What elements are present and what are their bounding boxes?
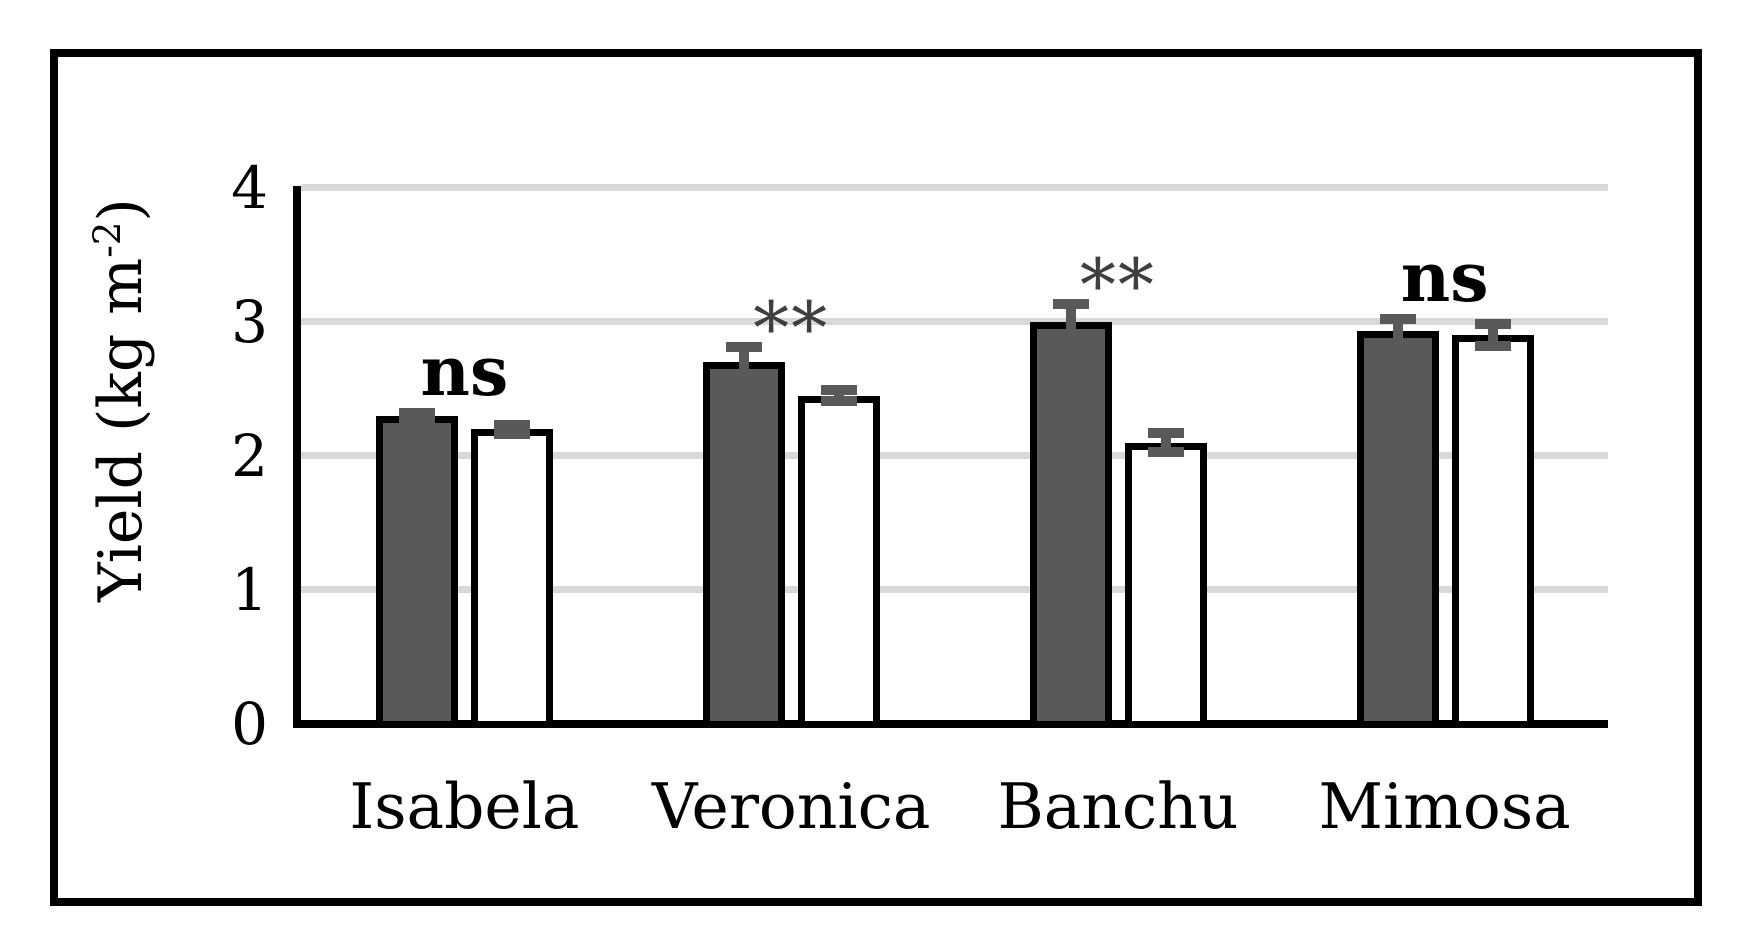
dark-bar-banchu bbox=[1030, 322, 1112, 728]
y-tick-label-0: 0 bbox=[231, 690, 268, 758]
white-error-cap-bottom-isabela bbox=[494, 429, 530, 439]
significance-label-banchu: ** bbox=[1079, 243, 1156, 327]
x-axis-label-veronica: Veronica bbox=[651, 770, 931, 843]
dark-error-stem-veronica bbox=[739, 342, 749, 382]
white-error-cap-bottom-veronica bbox=[821, 396, 857, 406]
x-axis-line bbox=[293, 720, 1608, 728]
dark-error-cap-top-mimosa bbox=[1380, 314, 1416, 324]
white-error-cap-bottom-mimosa bbox=[1475, 341, 1511, 351]
x-axis-label-mimosa: Mimosa bbox=[1318, 770, 1571, 843]
gridline-y1 bbox=[301, 586, 1608, 593]
significance-label-isabela: ns bbox=[420, 332, 509, 412]
dark-bar-mimosa bbox=[1357, 331, 1439, 728]
gridline-y2 bbox=[301, 452, 1608, 459]
dark-error-stem-mimosa bbox=[1393, 314, 1403, 349]
y-tick-label-2: 2 bbox=[231, 422, 268, 490]
dark-error-cap-top-isabela bbox=[399, 408, 435, 418]
dark-error-cap-top-veronica bbox=[726, 342, 762, 352]
y-tick-label-1: 1 bbox=[231, 556, 268, 624]
y-axis-line bbox=[293, 186, 301, 728]
white-error-cap-top-veronica bbox=[821, 385, 857, 395]
dark-error-cap-top-banchu bbox=[1053, 299, 1089, 309]
gridline-y3 bbox=[301, 318, 1608, 325]
x-axis-label-isabela: Isabela bbox=[349, 770, 580, 843]
dark-error-cap-bottom-veronica bbox=[726, 372, 762, 382]
significance-label-veronica: ** bbox=[753, 286, 830, 370]
dark-bar-veronica bbox=[703, 362, 785, 728]
y-axis-title-superscript: -2 bbox=[85, 221, 129, 258]
dark-error-cap-bottom-mimosa bbox=[1380, 339, 1416, 349]
y-axis-title: Yield (kg m-2) bbox=[85, 198, 156, 602]
significance-label-mimosa: ns bbox=[1400, 238, 1489, 318]
white-error-stem-veronica bbox=[834, 385, 844, 406]
y-tick-label-4: 4 bbox=[231, 154, 268, 222]
dark-error-stem-banchu bbox=[1066, 299, 1076, 345]
white-error-cap-top-mimosa bbox=[1475, 319, 1511, 329]
white-error-stem-mimosa bbox=[1488, 319, 1498, 351]
y-tick-label-3: 3 bbox=[231, 288, 268, 356]
x-axis-label-banchu: Banchu bbox=[997, 770, 1239, 843]
white-error-stem-banchu bbox=[1161, 428, 1171, 457]
gridline-y4 bbox=[301, 184, 1608, 191]
white-bar-veronica bbox=[798, 396, 880, 728]
white-error-cap-bottom-banchu bbox=[1148, 447, 1184, 457]
dark-error-cap-bottom-isabela bbox=[399, 414, 435, 424]
white-error-cap-top-banchu bbox=[1148, 428, 1184, 438]
dark-error-cap-bottom-banchu bbox=[1053, 335, 1089, 345]
white-error-cap-top-isabela bbox=[494, 420, 530, 430]
dark-bar-isabela bbox=[376, 416, 458, 728]
white-bar-mimosa bbox=[1452, 335, 1534, 728]
white-bar-isabela bbox=[471, 429, 553, 728]
white-bar-banchu bbox=[1125, 443, 1207, 728]
